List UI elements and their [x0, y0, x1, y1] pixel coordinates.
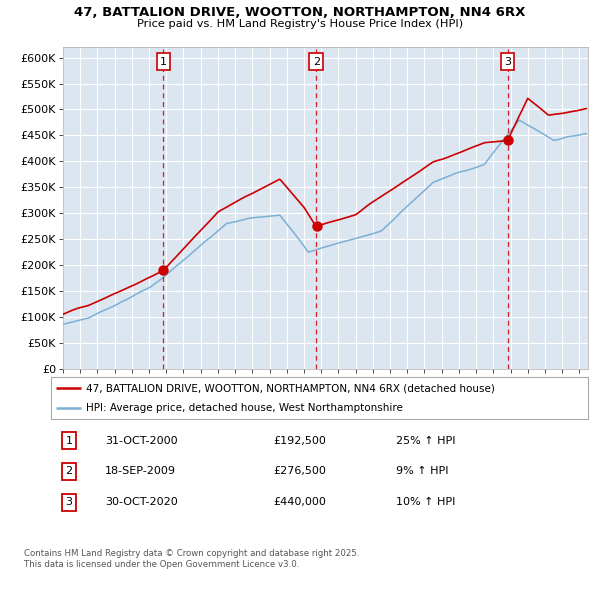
Text: 2: 2 — [65, 467, 73, 476]
Text: 1: 1 — [160, 57, 167, 67]
Text: This data is licensed under the Open Government Licence v3.0.: This data is licensed under the Open Gov… — [24, 560, 299, 569]
Text: 3: 3 — [65, 497, 73, 507]
Text: 30-OCT-2020: 30-OCT-2020 — [105, 497, 178, 507]
Text: Price paid vs. HM Land Registry's House Price Index (HPI): Price paid vs. HM Land Registry's House … — [137, 19, 463, 29]
Text: 47, BATTALION DRIVE, WOOTTON, NORTHAMPTON, NN4 6RX: 47, BATTALION DRIVE, WOOTTON, NORTHAMPTO… — [74, 6, 526, 19]
Text: 47, BATTALION DRIVE, WOOTTON, NORTHAMPTON, NN4 6RX (detached house): 47, BATTALION DRIVE, WOOTTON, NORTHAMPTO… — [86, 384, 495, 394]
Text: 18-SEP-2009: 18-SEP-2009 — [105, 467, 176, 476]
Text: HPI: Average price, detached house, West Northamptonshire: HPI: Average price, detached house, West… — [86, 403, 403, 413]
Text: 31-OCT-2000: 31-OCT-2000 — [105, 436, 178, 445]
Text: £440,000: £440,000 — [273, 497, 326, 507]
Text: 3: 3 — [504, 57, 511, 67]
Text: £276,500: £276,500 — [273, 467, 326, 476]
Text: 10% ↑ HPI: 10% ↑ HPI — [396, 497, 455, 507]
Text: 1: 1 — [65, 436, 73, 445]
Text: £192,500: £192,500 — [273, 436, 326, 445]
Text: 9% ↑ HPI: 9% ↑ HPI — [396, 467, 449, 476]
Text: Contains HM Land Registry data © Crown copyright and database right 2025.: Contains HM Land Registry data © Crown c… — [24, 549, 359, 558]
Text: 2: 2 — [313, 57, 320, 67]
Text: 25% ↑ HPI: 25% ↑ HPI — [396, 436, 455, 445]
